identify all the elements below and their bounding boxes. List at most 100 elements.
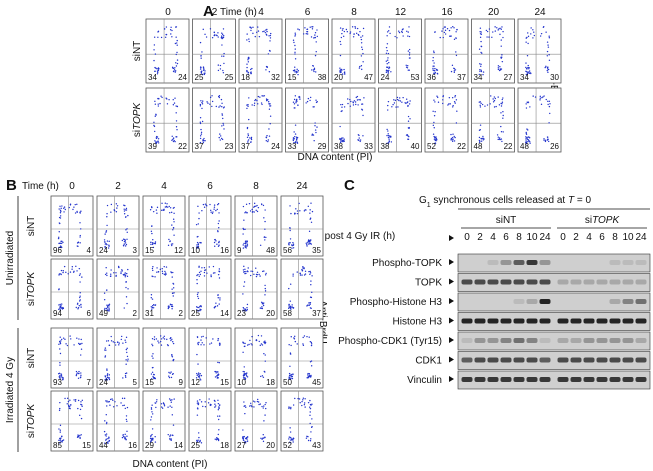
percent-left: 15 bbox=[145, 378, 154, 387]
dot bbox=[394, 35, 396, 38]
dot bbox=[167, 206, 169, 208]
dot bbox=[217, 399, 219, 402]
lane-value: 24 bbox=[539, 232, 551, 243]
dot bbox=[434, 72, 437, 74]
dot bbox=[247, 71, 250, 74]
lane-value: 8 bbox=[612, 232, 618, 243]
dot bbox=[346, 31, 349, 33]
dot bbox=[196, 282, 198, 285]
dot bbox=[167, 244, 170, 247]
dot bbox=[123, 213, 126, 215]
dot bbox=[81, 342, 83, 345]
dot bbox=[385, 52, 388, 54]
dot bbox=[196, 439, 198, 442]
dot bbox=[247, 142, 249, 144]
dot bbox=[248, 202, 251, 205]
band bbox=[539, 318, 551, 324]
dot bbox=[198, 341, 200, 344]
dot bbox=[525, 140, 527, 142]
dot bbox=[63, 265, 66, 268]
percent-left: 96 bbox=[53, 246, 62, 255]
dot bbox=[209, 28, 212, 30]
dot bbox=[387, 30, 390, 32]
dot bbox=[479, 101, 481, 103]
dot bbox=[539, 35, 542, 37]
percent-left: 56 bbox=[283, 246, 292, 255]
dot bbox=[60, 273, 62, 276]
dot bbox=[196, 400, 199, 402]
dot bbox=[222, 35, 225, 37]
dot bbox=[152, 307, 155, 309]
blot bbox=[457, 253, 651, 273]
dot bbox=[76, 270, 78, 272]
dot bbox=[244, 378, 247, 380]
dot bbox=[203, 73, 206, 76]
dot bbox=[292, 139, 295, 142]
dot bbox=[311, 133, 314, 135]
dot bbox=[171, 288, 173, 290]
dot bbox=[257, 103, 259, 105]
band bbox=[474, 279, 486, 285]
dot bbox=[175, 26, 177, 28]
dot bbox=[156, 206, 159, 209]
dot bbox=[199, 141, 202, 144]
dot bbox=[172, 99, 174, 101]
dot bbox=[171, 243, 174, 245]
dot bbox=[386, 35, 388, 37]
dot bbox=[151, 305, 154, 307]
dot bbox=[156, 212, 158, 214]
dot bbox=[343, 139, 345, 142]
dot bbox=[157, 138, 160, 140]
dot bbox=[387, 130, 389, 132]
plot-frame bbox=[145, 18, 190, 84]
dot bbox=[67, 273, 69, 275]
dot bbox=[222, 72, 225, 74]
dots bbox=[432, 94, 458, 145]
dot bbox=[81, 276, 83, 278]
dot bbox=[60, 338, 63, 341]
dot bbox=[77, 241, 80, 244]
dot bbox=[60, 440, 62, 442]
dot bbox=[387, 70, 389, 73]
dot bbox=[268, 128, 270, 130]
dot bbox=[295, 141, 297, 143]
row-label: siTOPK bbox=[26, 271, 37, 307]
percent-right: 14 bbox=[220, 309, 229, 318]
dot bbox=[58, 273, 61, 275]
dot bbox=[149, 437, 152, 440]
dot bbox=[308, 243, 310, 245]
dot bbox=[270, 32, 272, 35]
dot bbox=[162, 337, 164, 339]
dot bbox=[172, 372, 174, 375]
dot bbox=[195, 306, 198, 308]
dot bbox=[301, 270, 304, 272]
row-label: siTOPK bbox=[132, 102, 143, 138]
dot bbox=[246, 104, 248, 106]
dot bbox=[293, 131, 295, 133]
dot bbox=[263, 236, 265, 238]
dot bbox=[296, 142, 299, 144]
arrow bbox=[449, 317, 454, 324]
dot bbox=[309, 240, 311, 243]
dot bbox=[77, 245, 79, 248]
dot bbox=[288, 438, 290, 440]
dot bbox=[306, 435, 308, 438]
dot bbox=[79, 273, 81, 275]
dot bbox=[292, 437, 295, 440]
time-label: Time (h) bbox=[220, 7, 257, 18]
dot bbox=[479, 68, 481, 71]
band bbox=[539, 279, 551, 285]
lane-value: 2 bbox=[573, 232, 579, 243]
dot bbox=[501, 60, 504, 63]
dot bbox=[125, 229, 127, 231]
dot bbox=[70, 338, 72, 340]
dot bbox=[546, 50, 549, 53]
dot bbox=[156, 271, 158, 273]
dot bbox=[548, 105, 551, 108]
dot bbox=[314, 32, 317, 34]
dot bbox=[175, 53, 177, 56]
dot bbox=[486, 36, 488, 38]
dot bbox=[199, 137, 202, 140]
dot bbox=[200, 100, 202, 102]
dot bbox=[107, 340, 110, 342]
